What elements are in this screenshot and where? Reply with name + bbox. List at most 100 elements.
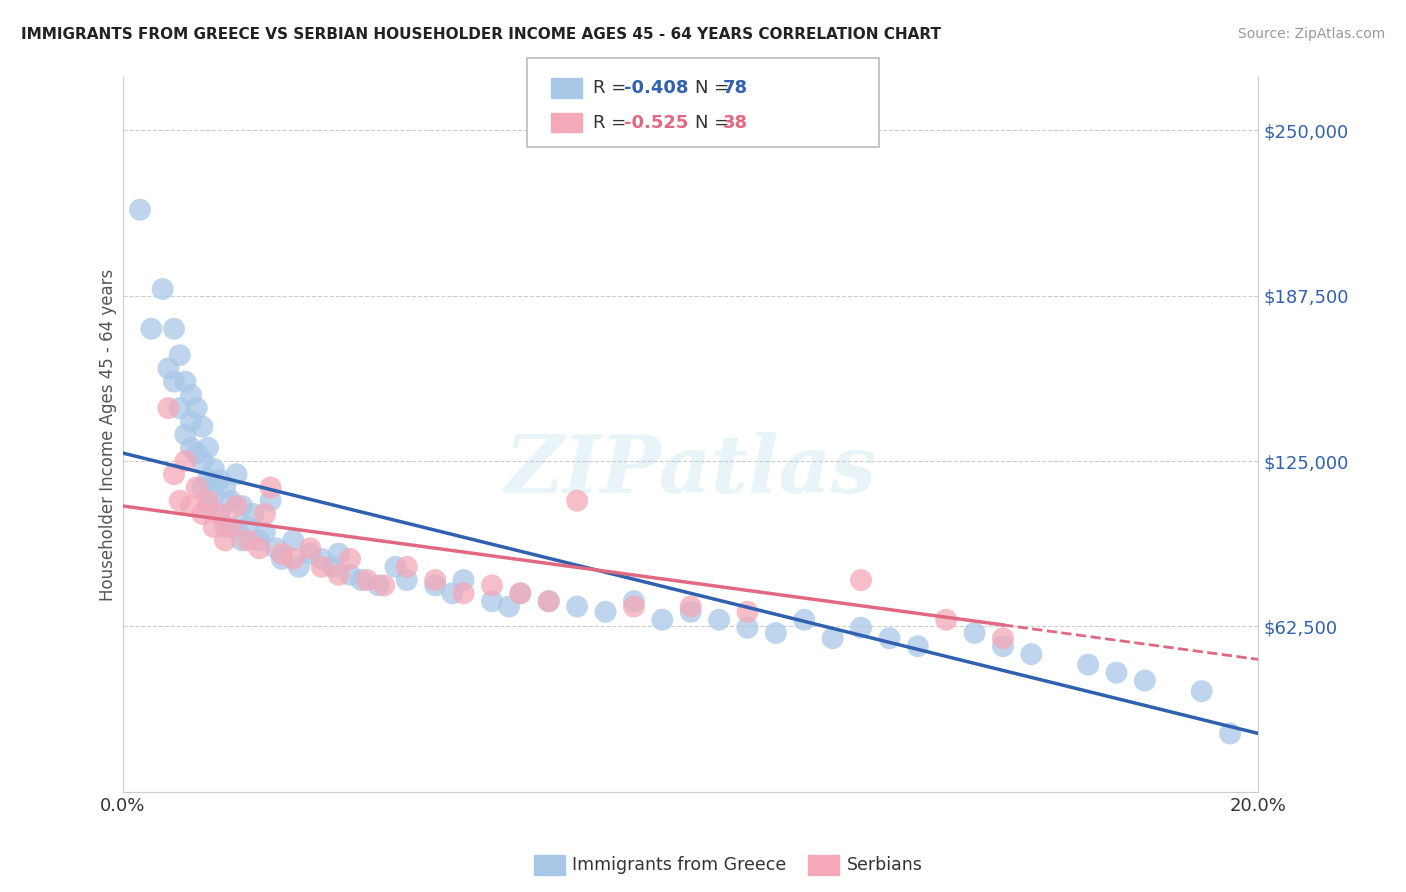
Text: -0.525: -0.525 <box>624 113 689 132</box>
Point <box>141 322 163 336</box>
Point <box>765 626 787 640</box>
Point <box>259 493 281 508</box>
Point <box>1219 726 1241 740</box>
Point <box>180 441 202 455</box>
Point <box>453 573 475 587</box>
Point <box>225 499 247 513</box>
Point <box>395 559 418 574</box>
Point <box>373 578 395 592</box>
Point <box>247 533 270 548</box>
Text: Source: ZipAtlas.com: Source: ZipAtlas.com <box>1237 27 1385 41</box>
Point <box>481 578 503 592</box>
Point <box>623 599 645 614</box>
Point <box>299 547 322 561</box>
Point <box>197 493 219 508</box>
Point <box>163 375 186 389</box>
Point <box>129 202 152 217</box>
Point <box>157 401 180 416</box>
Point <box>481 594 503 608</box>
Point <box>191 419 214 434</box>
Point <box>191 454 214 468</box>
Point <box>174 375 197 389</box>
Point <box>707 613 730 627</box>
Point <box>197 441 219 455</box>
Point <box>157 361 180 376</box>
Text: -0.408: -0.408 <box>624 79 689 97</box>
Point <box>231 499 253 513</box>
Point <box>219 520 242 534</box>
Point <box>219 493 242 508</box>
Point <box>1105 665 1128 680</box>
Point <box>509 586 531 600</box>
Text: 78: 78 <box>723 79 748 97</box>
Point <box>1077 657 1099 672</box>
Point <box>679 599 702 614</box>
Point <box>236 533 259 548</box>
Point <box>395 573 418 587</box>
Point <box>242 507 264 521</box>
Point <box>208 473 231 487</box>
Point <box>264 541 287 556</box>
Point <box>565 599 588 614</box>
Point <box>191 480 214 494</box>
Point <box>821 632 844 646</box>
Point <box>384 559 406 574</box>
Point <box>537 594 560 608</box>
Point <box>180 388 202 402</box>
Point <box>231 533 253 548</box>
Text: Immigrants from Greece: Immigrants from Greece <box>572 856 786 874</box>
Point <box>259 480 281 494</box>
Point <box>907 639 929 653</box>
Point <box>283 533 305 548</box>
Point <box>311 559 333 574</box>
Point <box>453 586 475 600</box>
Point <box>425 578 447 592</box>
Point <box>1191 684 1213 698</box>
Point <box>849 573 872 587</box>
Point <box>169 401 191 416</box>
Point <box>498 599 520 614</box>
Point <box>174 454 197 468</box>
Point <box>328 567 350 582</box>
Point <box>328 547 350 561</box>
Point <box>288 559 311 574</box>
Point <box>350 573 373 587</box>
Point <box>214 520 236 534</box>
Point <box>565 493 588 508</box>
Point <box>1133 673 1156 688</box>
Point <box>174 427 197 442</box>
Point <box>595 605 617 619</box>
Point <box>225 520 247 534</box>
Point <box>270 552 292 566</box>
Point <box>163 467 186 482</box>
Point <box>737 621 759 635</box>
Point <box>1021 647 1043 661</box>
Point <box>339 552 361 566</box>
Point <box>152 282 174 296</box>
Point <box>311 552 333 566</box>
Text: N =: N = <box>695 79 734 97</box>
Point <box>225 467 247 482</box>
Point <box>793 613 815 627</box>
Point <box>299 541 322 556</box>
Point <box>322 559 344 574</box>
Point <box>253 525 276 540</box>
Point <box>202 520 225 534</box>
Point <box>163 322 186 336</box>
Point <box>197 473 219 487</box>
Text: ZIPatlas: ZIPatlas <box>505 432 877 509</box>
Point <box>537 594 560 608</box>
Point <box>186 480 208 494</box>
Point <box>236 520 259 534</box>
Y-axis label: Householder Income Ages 45 - 64 years: Householder Income Ages 45 - 64 years <box>100 268 117 600</box>
Point <box>197 499 219 513</box>
Text: N =: N = <box>695 113 734 132</box>
Point <box>270 547 292 561</box>
Point <box>191 507 214 521</box>
Point <box>849 621 872 635</box>
Point <box>879 632 901 646</box>
Point <box>623 594 645 608</box>
Text: R =: R = <box>593 79 633 97</box>
Text: R =: R = <box>593 113 633 132</box>
Point <box>247 541 270 556</box>
